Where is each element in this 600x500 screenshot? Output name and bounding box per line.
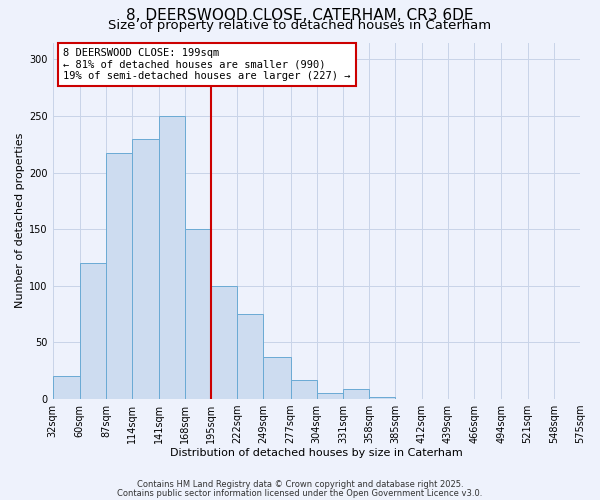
- Bar: [132, 138, 158, 399]
- Bar: [80, 263, 106, 399]
- Bar: [317, 394, 343, 399]
- Text: 8 DEERSWOOD CLOSE: 199sqm
← 81% of detached houses are smaller (990)
19% of semi: 8 DEERSWOOD CLOSE: 199sqm ← 81% of detac…: [63, 48, 350, 81]
- Bar: [158, 116, 185, 399]
- Bar: [106, 154, 132, 399]
- Bar: [237, 314, 263, 399]
- Bar: [263, 357, 290, 399]
- Bar: [343, 389, 369, 399]
- Bar: [369, 396, 395, 399]
- X-axis label: Distribution of detached houses by size in Caterham: Distribution of detached houses by size …: [170, 448, 463, 458]
- Y-axis label: Number of detached properties: Number of detached properties: [15, 133, 25, 308]
- Text: Contains public sector information licensed under the Open Government Licence v3: Contains public sector information licen…: [118, 488, 482, 498]
- Text: Contains HM Land Registry data © Crown copyright and database right 2025.: Contains HM Land Registry data © Crown c…: [137, 480, 463, 489]
- Bar: [211, 286, 237, 399]
- Text: 8, DEERSWOOD CLOSE, CATERHAM, CR3 6DE: 8, DEERSWOOD CLOSE, CATERHAM, CR3 6DE: [126, 8, 474, 22]
- Bar: [185, 229, 211, 399]
- Bar: [290, 380, 317, 399]
- Text: Size of property relative to detached houses in Caterham: Size of property relative to detached ho…: [109, 19, 491, 32]
- Bar: [53, 376, 80, 399]
